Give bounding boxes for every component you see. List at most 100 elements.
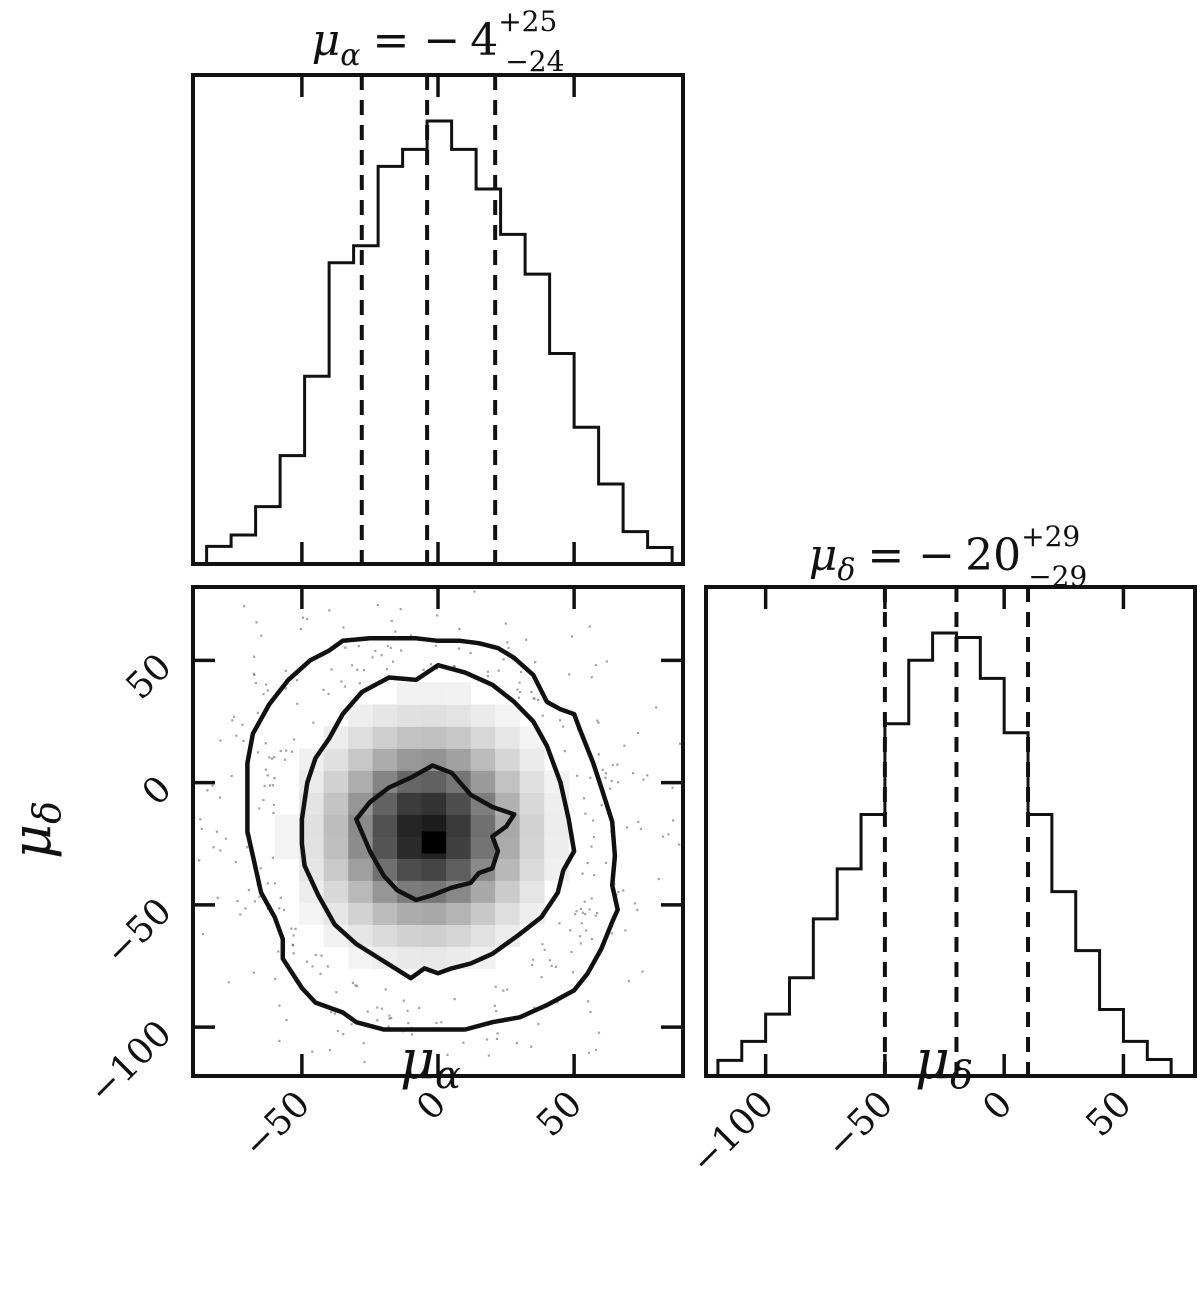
scatter-point (335, 991, 338, 994)
scatter-point (581, 872, 584, 875)
scatter-point (534, 661, 537, 664)
density-cell (544, 836, 570, 859)
scatter-point (504, 622, 507, 625)
density-cell (446, 704, 472, 727)
scatter-point (243, 605, 246, 608)
scatter-point (591, 819, 595, 822)
scatter-point (486, 670, 490, 673)
scatter-point (244, 907, 247, 910)
scatter-point (31, 1057, 33, 1059)
scatter-point (256, 751, 260, 754)
scatter-point (584, 812, 587, 815)
scatter-point (199, 818, 202, 821)
hist-mu-delta-bar (909, 660, 933, 1076)
density-cell (323, 858, 349, 881)
density-cell (421, 924, 447, 947)
scatter-point (242, 739, 245, 743)
scatter-point (241, 723, 244, 726)
scatter-point (311, 965, 314, 968)
scatter-point (284, 669, 287, 672)
scatter-point (344, 646, 347, 649)
density-cell (397, 858, 423, 881)
scatter-point (292, 934, 295, 937)
density-cell (519, 748, 545, 771)
scatter-point (409, 634, 413, 637)
contour-middle (299, 662, 577, 981)
density-cell (421, 726, 447, 749)
density-cell (274, 814, 300, 837)
scatter-point (200, 827, 203, 830)
density-cell (519, 858, 545, 881)
scatter-point (273, 882, 277, 885)
scatter-point (282, 908, 286, 912)
scatter-point (576, 774, 579, 777)
scatter-point (429, 663, 433, 666)
scatter-point (351, 981, 355, 985)
scatter-point (376, 1006, 379, 1009)
scatter-point (532, 958, 535, 961)
hist-mu-delta-bar (766, 1014, 790, 1076)
scatter-point (258, 807, 261, 810)
scatter-point (600, 804, 603, 807)
density-cell (299, 814, 325, 837)
density-cell (372, 814, 398, 837)
scatter-point (624, 929, 627, 932)
scatter-point (531, 963, 534, 967)
scatter-point (610, 779, 613, 783)
density-cell (372, 704, 398, 727)
scatter-point (617, 781, 620, 784)
density-cell (323, 814, 349, 837)
scatter-point (594, 1048, 598, 1052)
scatter-point (569, 929, 572, 932)
scatter-point (678, 843, 681, 846)
hist-mu-delta-bar (813, 919, 837, 1076)
density-cell (323, 836, 349, 859)
scatter-point (655, 706, 658, 709)
scatter-y-tick-label: 50 (118, 646, 179, 707)
scatter-point (271, 856, 274, 859)
scatter-point (245, 846, 249, 849)
density-cell (348, 858, 374, 881)
density-cell (348, 704, 374, 727)
scatter-point (616, 763, 619, 766)
scatter-point (657, 877, 660, 881)
scatter-point (543, 948, 546, 951)
scatter-point (610, 932, 614, 935)
scatter-point (541, 943, 544, 946)
scatter-point (562, 725, 565, 728)
hist-mu-delta-tick-label: −100 (683, 1083, 782, 1182)
density-cell (397, 924, 423, 947)
scatter-point (487, 1054, 490, 1057)
hist-mu-delta-bar (1052, 892, 1076, 1076)
scatter-point (362, 1042, 365, 1045)
density-cell (323, 748, 349, 771)
density-cell (323, 880, 349, 903)
scatter-point (540, 976, 543, 979)
scatter-point (485, 1038, 489, 1041)
scatter-point (579, 942, 582, 945)
hist-mu-alpha-bar (648, 547, 673, 564)
scatter-point (356, 668, 359, 671)
scatter-point (258, 895, 261, 898)
scatter-point (268, 784, 272, 787)
scatter-point (617, 890, 620, 894)
scatter-point (558, 719, 562, 722)
scatter-point (590, 845, 593, 848)
scatter-point (541, 714, 544, 717)
contour-inner (354, 763, 517, 903)
hist-mu-alpha-bar (403, 149, 428, 564)
hist-mu-delta-bar (861, 814, 885, 1076)
scatter-point (292, 952, 295, 955)
scatter-point (589, 776, 592, 779)
density-cell (446, 726, 472, 749)
density-cell (397, 682, 423, 705)
density-cell (495, 902, 521, 925)
density-cell (421, 748, 447, 771)
scatter-point (601, 768, 604, 771)
scatter-point (284, 687, 287, 690)
scatter-point (435, 1021, 438, 1025)
scatter-point (262, 693, 265, 696)
hist-mu-alpha-bar (354, 246, 379, 564)
scatter-point (256, 711, 259, 714)
scatter-point (342, 1033, 345, 1036)
